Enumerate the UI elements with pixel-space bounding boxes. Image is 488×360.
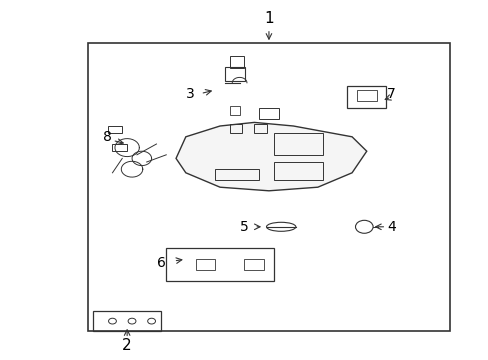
Bar [229,124,242,133]
Bar [229,56,244,68]
Bar [273,162,322,180]
Bar [166,248,273,281]
Bar [224,67,244,81]
Bar [195,259,215,270]
Text: 4: 4 [386,220,395,234]
Text: 1: 1 [264,10,273,26]
Text: 3: 3 [186,87,195,100]
Bar [88,43,449,331]
Bar [273,133,322,155]
Bar [112,144,127,151]
Bar [259,108,278,119]
Text: 5: 5 [240,220,248,234]
PathPatch shape [176,122,366,191]
Bar [229,106,239,115]
Text: 2: 2 [122,338,132,353]
Bar [107,126,122,133]
Text: 7: 7 [386,87,395,100]
Bar [346,86,386,108]
Bar [254,124,266,133]
Bar [93,311,161,331]
Bar [244,259,264,270]
Text: 8: 8 [103,130,112,144]
Bar [215,169,259,180]
Bar [356,90,376,101]
Text: 6: 6 [157,256,165,270]
